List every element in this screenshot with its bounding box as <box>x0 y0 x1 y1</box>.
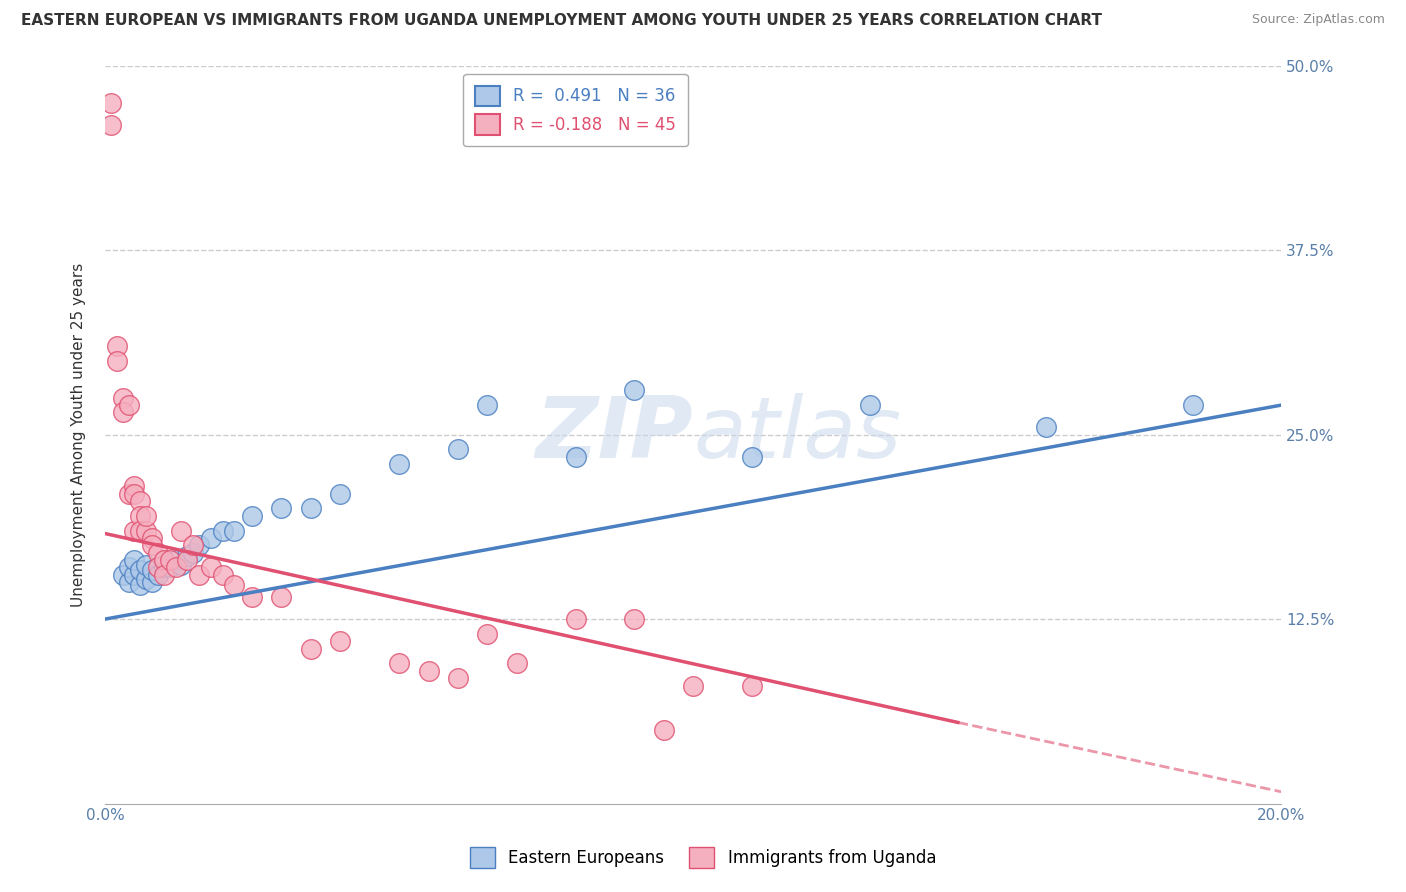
Point <box>1182 398 1205 412</box>
Point <box>211 567 233 582</box>
Point <box>129 494 152 508</box>
Point <box>117 486 139 500</box>
Point <box>299 641 322 656</box>
Point <box>240 590 263 604</box>
Text: EASTERN EUROPEAN VS IMMIGRANTS FROM UGANDA UNEMPLOYMENT AMONG YOUTH UNDER 25 YEA: EASTERN EUROPEAN VS IMMIGRANTS FROM UGAN… <box>21 13 1102 29</box>
Point <box>477 627 499 641</box>
Point <box>129 508 152 523</box>
Point <box>117 560 139 574</box>
Point <box>623 612 645 626</box>
Point <box>564 450 586 464</box>
Point <box>224 524 246 538</box>
Point <box>141 575 163 590</box>
Point <box>176 553 198 567</box>
Point <box>170 524 193 538</box>
Point <box>564 612 586 626</box>
Point <box>129 578 152 592</box>
Text: Source: ZipAtlas.com: Source: ZipAtlas.com <box>1251 13 1385 27</box>
Point <box>859 398 882 412</box>
Point <box>124 567 146 582</box>
Point <box>124 479 146 493</box>
Point <box>159 560 181 574</box>
Point <box>418 664 440 678</box>
Point <box>181 538 204 552</box>
Legend: Eastern Europeans, Immigrants from Uganda: Eastern Europeans, Immigrants from Ugand… <box>458 836 948 880</box>
Point <box>270 590 292 604</box>
Point <box>135 572 157 586</box>
Point <box>141 563 163 577</box>
Point <box>388 457 411 471</box>
Point <box>165 560 187 574</box>
Point <box>111 567 134 582</box>
Point <box>111 405 134 419</box>
Point <box>682 679 704 693</box>
Point <box>240 508 263 523</box>
Point <box>129 563 152 577</box>
Point <box>100 95 122 110</box>
Point <box>165 553 187 567</box>
Point <box>100 118 122 132</box>
Point <box>124 486 146 500</box>
Point <box>188 538 211 552</box>
Point <box>652 723 675 737</box>
Text: atlas: atlas <box>693 393 901 476</box>
Point <box>224 578 246 592</box>
Point <box>135 558 157 572</box>
Point <box>111 391 134 405</box>
Point <box>506 657 529 671</box>
Text: ZIP: ZIP <box>536 393 693 476</box>
Point <box>181 546 204 560</box>
Point <box>146 567 169 582</box>
Point <box>270 501 292 516</box>
Point <box>329 634 352 648</box>
Point <box>153 560 176 574</box>
Point <box>117 575 139 590</box>
Legend: R =  0.491   N = 36, R = -0.188   N = 45: R = 0.491 N = 36, R = -0.188 N = 45 <box>464 74 688 146</box>
Point <box>141 531 163 545</box>
Point <box>124 524 146 538</box>
Point <box>329 486 352 500</box>
Point <box>146 560 169 574</box>
Point <box>170 558 193 572</box>
Point <box>129 524 152 538</box>
Point <box>105 339 128 353</box>
Point <box>117 398 139 412</box>
Point <box>1035 420 1057 434</box>
Point <box>477 398 499 412</box>
Point <box>153 567 176 582</box>
Point <box>188 567 211 582</box>
Point <box>741 679 763 693</box>
Point <box>447 671 470 685</box>
Point <box>153 553 176 567</box>
Point <box>141 538 163 552</box>
Point <box>388 657 411 671</box>
Point <box>135 524 157 538</box>
Y-axis label: Unemployment Among Youth under 25 years: Unemployment Among Youth under 25 years <box>72 262 86 607</box>
Point <box>211 524 233 538</box>
Point <box>200 531 222 545</box>
Point <box>105 353 128 368</box>
Point <box>623 384 645 398</box>
Point <box>299 501 322 516</box>
Point <box>135 508 157 523</box>
Point <box>741 450 763 464</box>
Point <box>146 546 169 560</box>
Point <box>159 553 181 567</box>
Point <box>447 442 470 457</box>
Point <box>153 553 176 567</box>
Point <box>124 553 146 567</box>
Point <box>200 560 222 574</box>
Point <box>176 549 198 563</box>
